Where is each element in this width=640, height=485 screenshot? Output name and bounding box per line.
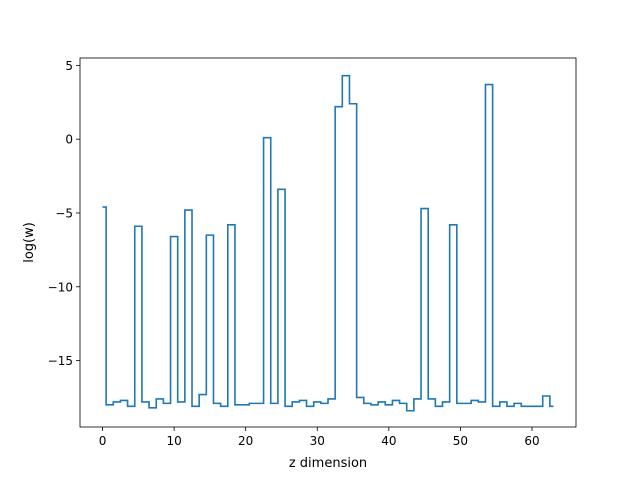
y-tick-label: −10 — [48, 280, 73, 294]
x-tick-label: 0 — [99, 434, 107, 448]
series-line — [102, 74, 554, 412]
x-tick-label: 10 — [166, 434, 181, 448]
x-tick-label: 30 — [310, 434, 325, 448]
x-tick-label: 40 — [381, 434, 396, 448]
y-axis-label: log(w) — [22, 222, 37, 263]
y-tick-label: 5 — [65, 59, 73, 73]
plot-area — [102, 74, 554, 412]
y-tick-label: −15 — [48, 354, 73, 368]
y-tick-label: 0 — [65, 133, 73, 147]
y-tick-label: −5 — [55, 206, 73, 220]
x-axis-label: z dimension — [289, 456, 367, 471]
x-tick-label: 60 — [524, 434, 539, 448]
x-tick-label: 20 — [238, 434, 253, 448]
axes-frame — [79, 57, 577, 428]
x-tick-label: 50 — [453, 434, 468, 448]
